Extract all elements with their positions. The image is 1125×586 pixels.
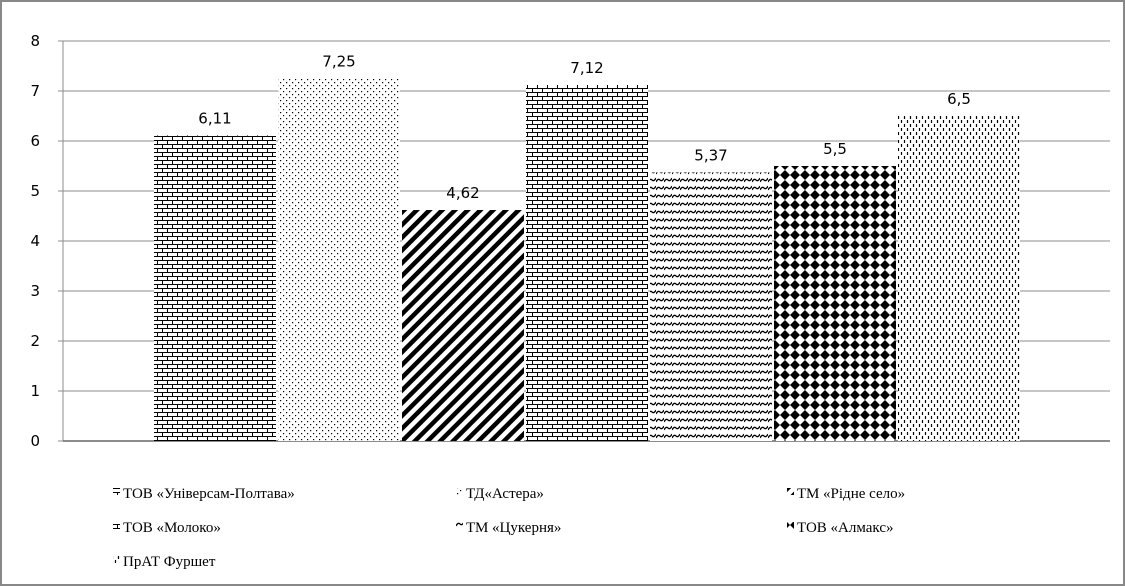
y-tick-label: 4: [30, 232, 40, 250]
y-tick-label: 2: [30, 332, 40, 350]
y-axis-ticks: 0 1 2 3 4 5 6 7 8: [30, 32, 63, 450]
bar-2: [278, 78, 400, 441]
y-tick-label: 6: [30, 132, 40, 150]
bar-4: [526, 85, 648, 441]
bar-3: [402, 210, 524, 441]
legend-label: ТД«Астера»: [466, 486, 544, 502]
bar-6: [774, 166, 896, 441]
bar-5: [650, 172, 772, 441]
legend-label: ТМ «Рідне село»: [797, 486, 905, 502]
data-label: 5,37: [694, 147, 727, 165]
legend-swatch: [787, 488, 794, 495]
data-label: 4,62: [446, 184, 479, 202]
legend-swatch: [113, 522, 120, 529]
data-label: 6,5: [947, 90, 971, 108]
y-tick-label: 7: [30, 82, 40, 100]
bars: [154, 78, 1020, 441]
y-tick-label: 0: [30, 432, 40, 450]
data-label: 7,25: [322, 53, 355, 71]
legend-swatch: [456, 488, 463, 495]
legend: ТОВ «Універсам-Полтава» ТД«Астера» ТМ «Рід…: [113, 486, 905, 570]
data-label: 5,5: [823, 140, 847, 158]
legend-swatch: [113, 556, 120, 563]
y-tick-label: 1: [30, 382, 40, 400]
bar-1: [154, 135, 276, 441]
legend-label: ТМ «Цукерня»: [466, 520, 561, 536]
y-tick-label: 3: [30, 282, 40, 300]
legend-label: ПрАТ Фуршет: [123, 554, 216, 570]
legend-label: ТОВ «Алмакс»: [797, 520, 894, 536]
data-label: 7,12: [570, 59, 603, 77]
legend-label: ТОВ «Молоко»: [123, 520, 221, 536]
legend-swatch: [456, 522, 463, 529]
data-labels: 6,11 7,25 4,62 7,12 5,37 5,5 6,5: [198, 53, 971, 203]
legend-swatch: [787, 522, 794, 529]
y-tick-label: 8: [30, 32, 40, 50]
bar-7: [898, 116, 1020, 441]
y-tick-label: 5: [30, 182, 40, 200]
legend-swatch: [113, 488, 120, 495]
data-label: 6,11: [198, 110, 231, 128]
legend-label: ТОВ «Універсам-Полтава»: [123, 486, 295, 502]
